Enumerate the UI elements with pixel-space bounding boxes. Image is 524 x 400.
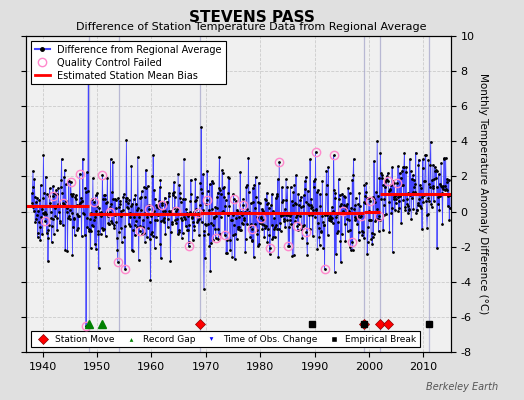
Y-axis label: Monthly Temperature Anomaly Difference (°C): Monthly Temperature Anomaly Difference (… xyxy=(478,73,488,315)
Legend: Station Move, Record Gap, Time of Obs. Change, Empirical Break: Station Move, Record Gap, Time of Obs. C… xyxy=(31,331,420,348)
Text: Difference of Station Temperature Data from Regional Average: Difference of Station Temperature Data f… xyxy=(77,22,427,32)
Text: Berkeley Earth: Berkeley Earth xyxy=(425,382,498,392)
Text: STEVENS PASS: STEVENS PASS xyxy=(189,10,314,25)
